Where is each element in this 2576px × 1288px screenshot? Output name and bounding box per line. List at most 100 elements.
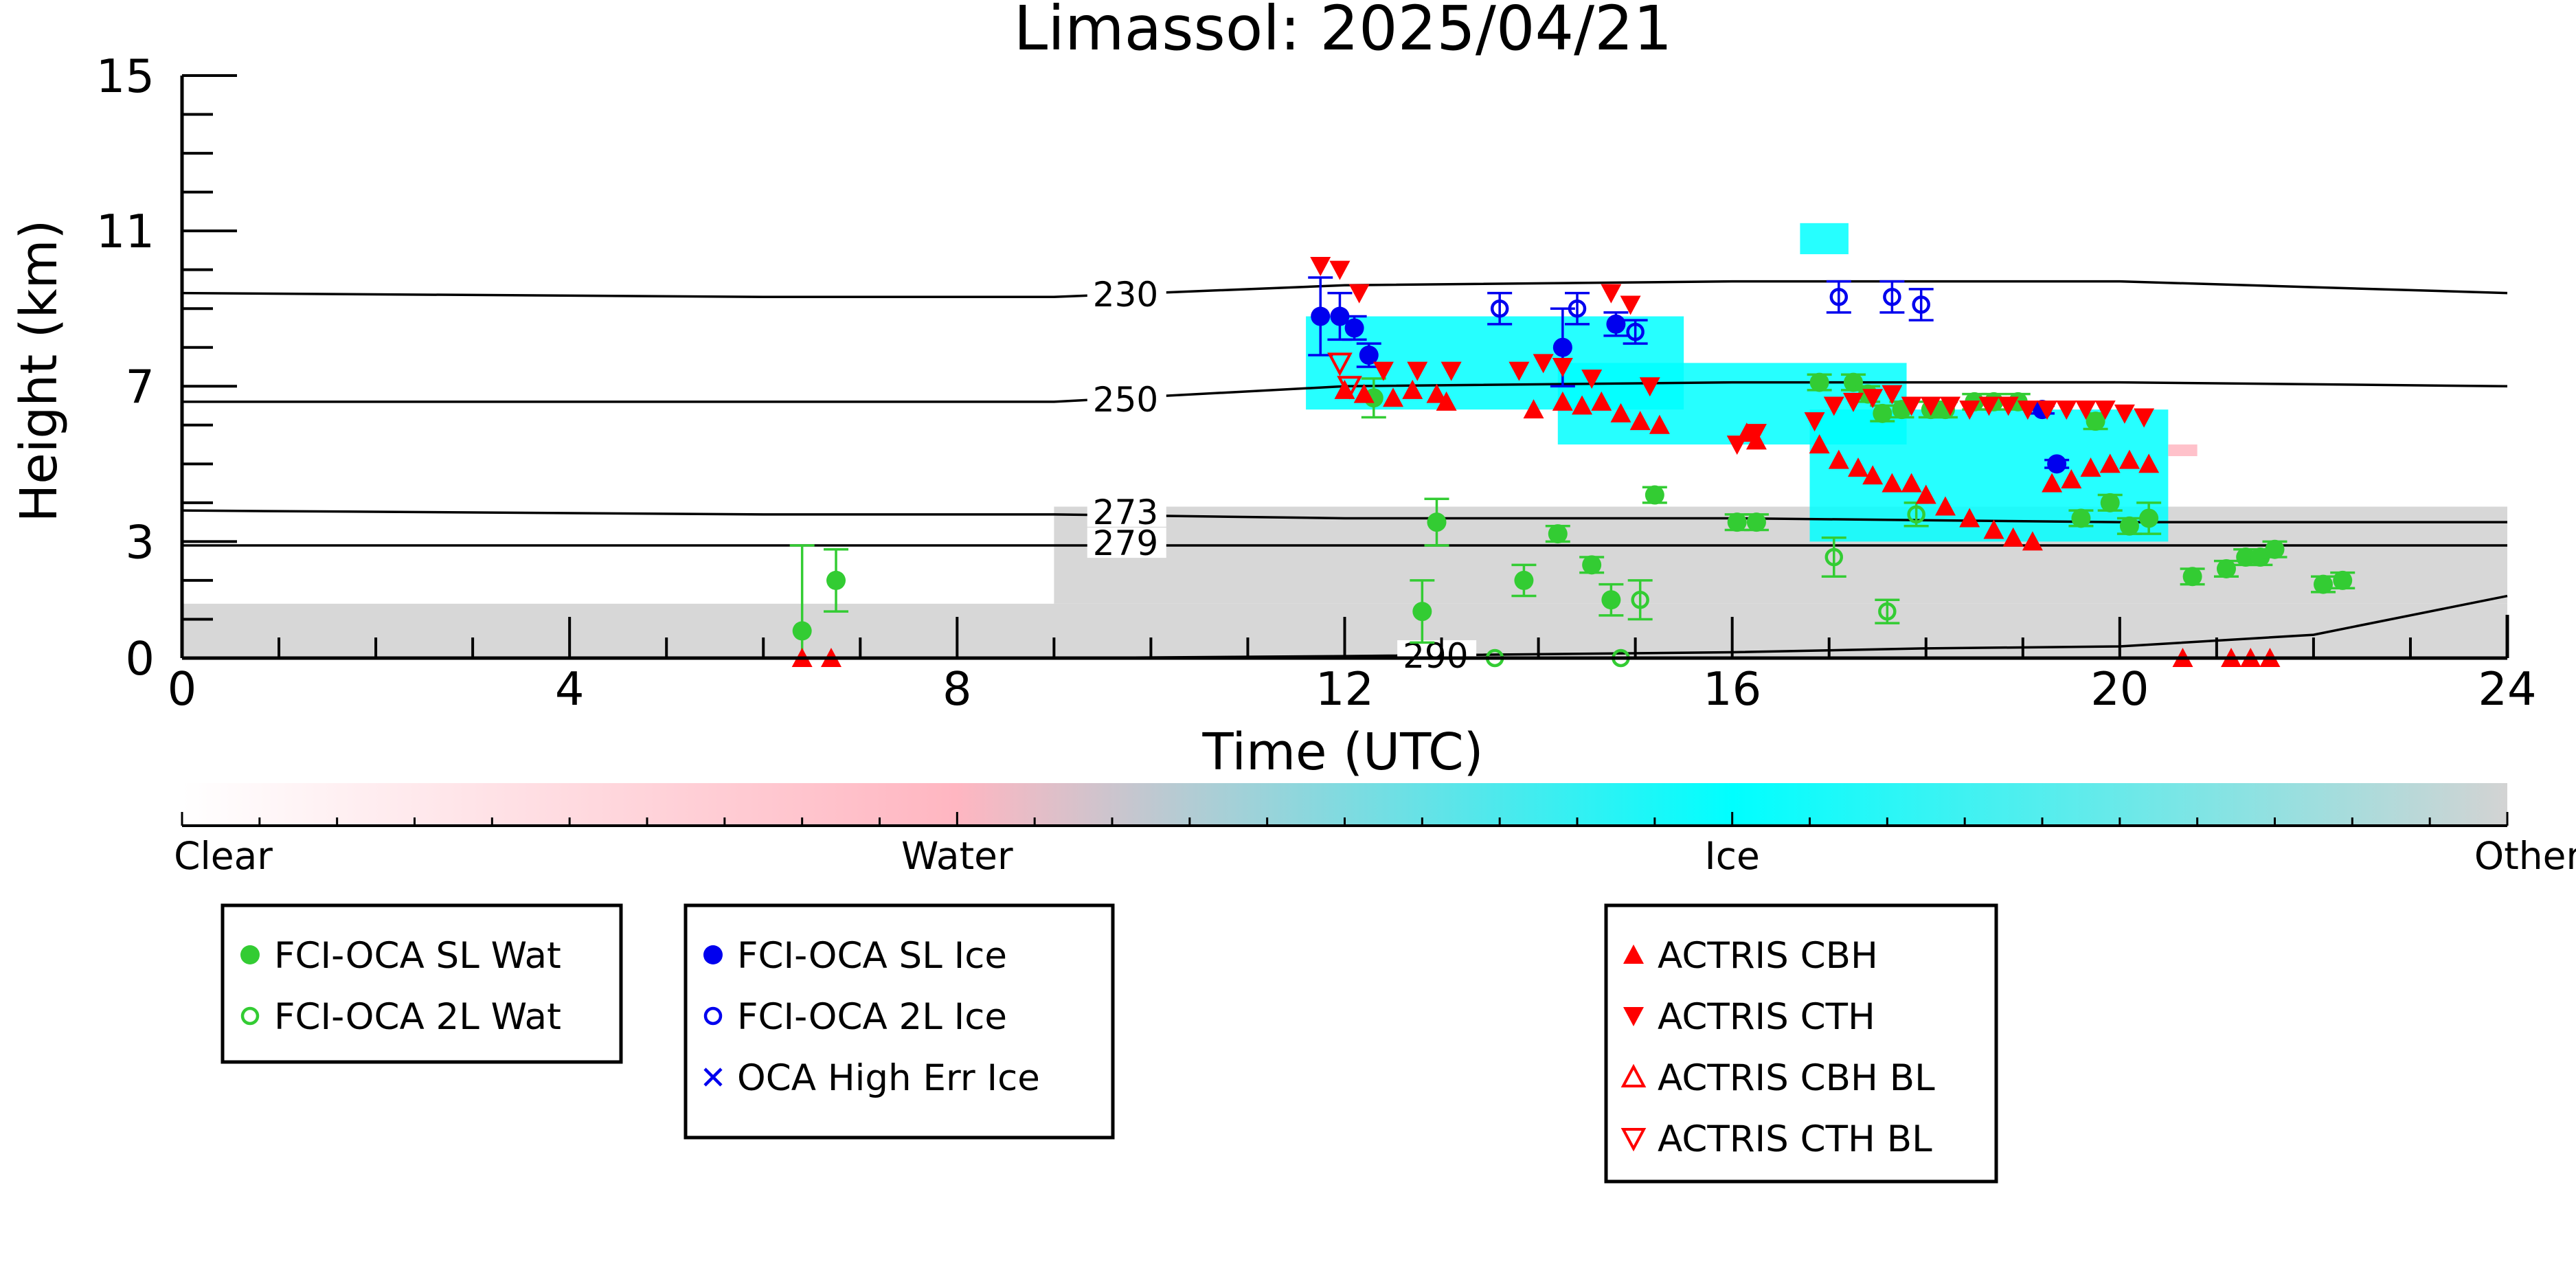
- data-point: [1959, 400, 1980, 420]
- x-tick-label: 12: [1315, 662, 1374, 716]
- x-tick-label: 0: [168, 662, 197, 716]
- data-point: [1809, 434, 1830, 454]
- data-point: [1645, 485, 1664, 505]
- data-point: [1631, 590, 1649, 609]
- chart-title: Limassol: 2025/04/21: [1014, 0, 1673, 64]
- data-point: [1552, 337, 1572, 357]
- data-point: [1412, 602, 1432, 622]
- colorbar-ticks: Clear Water Ice Other: [174, 812, 2576, 878]
- error-bar: [1565, 291, 1590, 326]
- data-point: [2314, 574, 2334, 594]
- classification-colorbar: Clear Water Ice Other: [174, 783, 2576, 878]
- data-point: [1310, 257, 1331, 277]
- contour-line-273: [181, 509, 2507, 523]
- data-point: [2047, 454, 2067, 474]
- data-point: [1402, 379, 1423, 399]
- error-bar: [1908, 288, 1934, 321]
- series-fci-oca-2l-ice: [1487, 280, 1934, 345]
- legend-marker: [703, 1006, 723, 1026]
- data-point: [1426, 383, 1447, 403]
- data-point: [1649, 414, 1670, 434]
- data-point: [2250, 547, 2270, 567]
- data-point: [1978, 396, 2000, 416]
- x-tick-label: 24: [2478, 662, 2536, 716]
- error-bar: [1627, 579, 1653, 621]
- data-point: [1745, 424, 1767, 444]
- data-point: [1383, 387, 1404, 407]
- data-point: [1337, 376, 1362, 400]
- data-point: [1601, 284, 1622, 304]
- data-point: [1862, 465, 1884, 485]
- colorbar-label: Clear: [174, 834, 273, 878]
- data-point: [2042, 473, 2063, 493]
- data-point: [1907, 505, 1925, 524]
- data-point: [1552, 391, 1573, 411]
- legend-label: ACTRIS CBH BL: [1658, 1057, 1935, 1099]
- data-point: [826, 570, 846, 590]
- data-point: [1581, 369, 1603, 389]
- data-point: [1920, 396, 1941, 416]
- data-point: [1901, 473, 1922, 493]
- data-point: [1344, 318, 1364, 338]
- y-tick-label: 3: [125, 515, 155, 569]
- error-bar: [1879, 280, 1905, 314]
- data-point: [1862, 389, 1884, 409]
- data-point: [2075, 400, 2097, 420]
- data-point: [1348, 284, 1370, 304]
- legend-marker: [240, 945, 260, 964]
- data-point: [1311, 306, 1331, 326]
- classification-region-water: [2168, 444, 2197, 457]
- data-point: [2182, 567, 2202, 587]
- data-point: [1548, 524, 1568, 544]
- data-point: [1940, 396, 1961, 416]
- plot-axes: 0 4 8 12 16 20 24 0 3 7 11 15: [96, 49, 2537, 716]
- data-point: [2265, 539, 2285, 559]
- data-point: [792, 621, 812, 641]
- data-point: [2061, 468, 2082, 488]
- legend-marker: [240, 1006, 260, 1026]
- data-point: [1353, 383, 1375, 403]
- x-axis-title: Time (UTC): [1201, 723, 1483, 782]
- data-point: [1878, 602, 1897, 621]
- legend-frame: [221, 903, 623, 1064]
- legend-box-3: ACTRIS CBH ACTRIS CTH ACTRIS CBH BL ACTRIS …: [1604, 903, 1998, 1184]
- data-point: [1809, 372, 1829, 392]
- x-tick-label: 8: [942, 662, 972, 716]
- series-actris-cth-bl: [1327, 352, 1362, 400]
- data-point: [2114, 404, 2135, 424]
- legend-marker: [1620, 1128, 1647, 1152]
- contour-label-bg: [1087, 496, 1166, 527]
- legend-marker: [703, 1067, 723, 1087]
- data-point: [2002, 527, 2024, 547]
- data-point: [2236, 547, 2256, 567]
- data-point: [1514, 570, 1534, 590]
- data-point: [1901, 396, 1922, 416]
- data-point: [1620, 295, 1641, 315]
- contour-label: 279: [1093, 523, 1158, 563]
- legend-frame: [1604, 903, 1998, 1184]
- data-point: [2119, 449, 2140, 469]
- series-actris-cbh: [791, 379, 2281, 667]
- y-tick-label: 11: [96, 205, 155, 258]
- data-point: [1407, 361, 1428, 381]
- series-actris-cth: [1310, 257, 2155, 455]
- cloud-classification-background: [182, 223, 2507, 658]
- data-markers: [789, 257, 2355, 668]
- data-point: [1726, 436, 1748, 455]
- x-tick-label: 20: [2090, 662, 2149, 716]
- data-point: [1824, 547, 1844, 567]
- data-point: [1330, 306, 1350, 326]
- data-point: [1533, 354, 1554, 374]
- data-point: [2094, 400, 2116, 420]
- contour-label-bg: [1087, 279, 1166, 310]
- data-point: [1629, 411, 1651, 431]
- legends: FCI-OCA SL Wat FCI-OCA 2L Wat FCI-OCA SL I…: [221, 903, 1998, 1184]
- legend-marker: [1623, 1007, 1644, 1026]
- legend-marker: [703, 945, 723, 964]
- y-axis-title: Height (km): [10, 220, 69, 523]
- error-bar: [1826, 280, 1851, 314]
- y-tick-label: 0: [125, 632, 155, 686]
- data-point: [1882, 473, 1903, 493]
- legend-marker: [1620, 1063, 1647, 1087]
